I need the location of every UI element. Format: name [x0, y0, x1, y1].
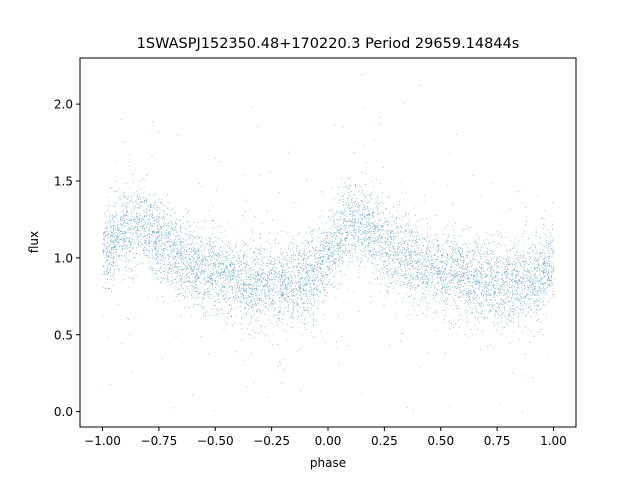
x-tick-label: 0.00 — [315, 434, 342, 448]
x-tick-label: −0.75 — [141, 434, 178, 448]
x-tick-label: 0.50 — [427, 434, 454, 448]
x-tick-label: −0.25 — [253, 434, 290, 448]
y-tick-label: 1.0 — [54, 251, 73, 265]
x-axis-label: phase — [310, 456, 346, 470]
x-tick-label: 0.25 — [371, 434, 398, 448]
y-axis: 0.0 0.5 1.0 1.5 2.0 — [54, 98, 80, 419]
y-tick-label: 2.0 — [54, 98, 73, 112]
y-tick-label: 1.5 — [54, 175, 73, 189]
x-tick-label: −1.00 — [84, 434, 121, 448]
x-tick-label: −0.50 — [197, 434, 234, 448]
x-tick-label: 1.00 — [540, 434, 567, 448]
x-axis: −1.00 −0.75 −0.50 −0.25 0.00 0.25 0.50 0.75 1.00 — [84, 427, 567, 448]
scatter-point-cloud — [102, 74, 555, 413]
scatter-points — [102, 74, 555, 413]
x-tick-label: 0.75 — [484, 434, 511, 448]
y-tick-label: 0.5 — [54, 328, 73, 342]
chart-title: 1SWASPJ152350.48+170220.3 Period 29659.1… — [137, 36, 520, 52]
y-tick-label: 0.0 — [54, 405, 73, 419]
y-axis-label: flux — [27, 231, 41, 253]
